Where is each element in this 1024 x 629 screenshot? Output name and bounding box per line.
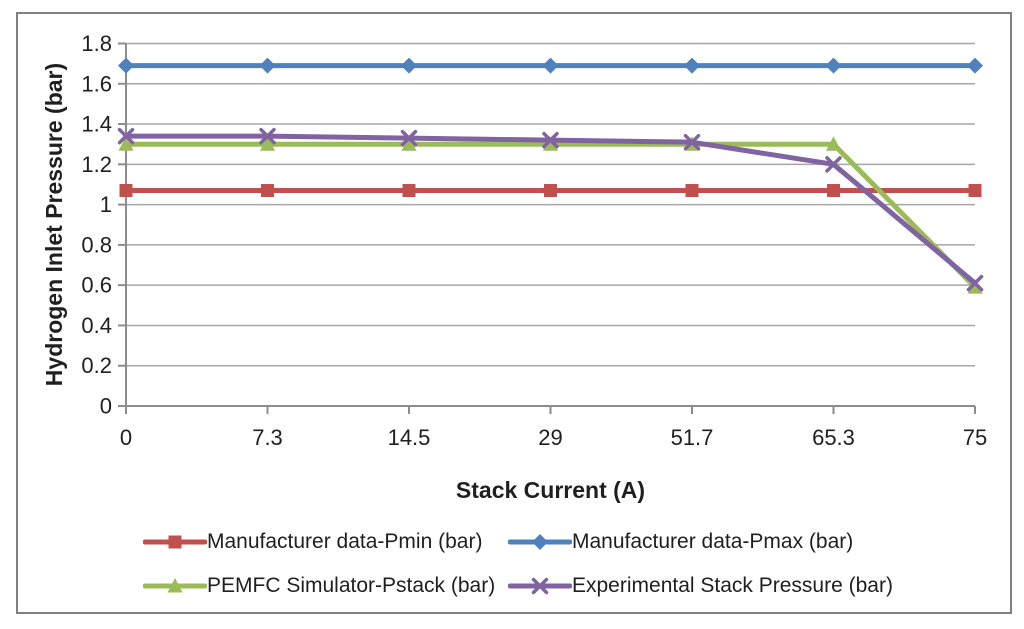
series-marker-diamond <box>684 57 700 74</box>
y-tick-label: 1.2 <box>81 152 112 177</box>
x-tick-label: 29 <box>538 425 562 450</box>
y-tick-label: 0.4 <box>81 313 112 338</box>
series-marker-x <box>400 129 418 147</box>
legend-marker <box>532 534 548 550</box>
chart-legend: Manufacturer data-Pmin (bar) Manufacturer… <box>143 520 943 608</box>
series-marker-x <box>542 131 559 149</box>
series-marker-triangle <box>401 136 417 151</box>
y-tick-label: 1.6 <box>81 71 112 96</box>
series-marker-x <box>259 127 276 145</box>
y-tick-label: 1 <box>100 192 112 217</box>
y-tick-label: 0.2 <box>81 353 112 378</box>
legend-item: Experimental Stack Pressure (bar) <box>508 573 943 599</box>
series-marker-triangle <box>260 136 275 151</box>
legend-label: Manufacturer data-Pmax (bar) <box>572 530 854 553</box>
legend-marker <box>167 578 183 593</box>
series-marker-x <box>966 274 984 292</box>
legend-item: Manufacturer data-Pmax (bar) <box>508 529 943 555</box>
x-tick-label: 75 <box>963 425 987 450</box>
series-marker-x <box>683 133 701 151</box>
series-marker-triangle <box>967 279 983 294</box>
chart-outer-border <box>16 12 1012 614</box>
series-marker-square <box>261 184 274 198</box>
legend-label: PEMFC Simulator-Pstack (bar) <box>207 574 496 597</box>
series-marker-square <box>544 184 557 198</box>
y-tick-label: 1.4 <box>81 112 112 137</box>
series-marker-triangle <box>118 136 134 151</box>
series-line <box>126 141 977 289</box>
series-marker-square <box>685 184 699 198</box>
legend-item: Manufacturer data-Pmin (bar) <box>143 529 508 555</box>
y-tick-label: 0.8 <box>81 232 112 257</box>
legend-marker <box>168 535 182 549</box>
series-marker-x <box>825 156 842 173</box>
y-tick-label: 1.8 <box>81 31 112 56</box>
x-tick-label: 65.3 <box>812 425 855 450</box>
y-axis-title: Hydrogen Inlet Pressure (bar) <box>41 62 67 387</box>
series-marker-x <box>117 127 135 145</box>
series-marker-triangle <box>826 136 841 151</box>
series-marker-square <box>968 184 982 198</box>
series-marker-diamond <box>401 57 417 74</box>
series-marker-triangle <box>543 136 558 151</box>
x-tick-label: 14.5 <box>388 425 431 450</box>
legend-swatch-diamond-icon <box>508 534 572 550</box>
y-tick-label: 0.6 <box>81 273 112 298</box>
series-marker-diamond <box>967 57 983 74</box>
legend-item: PEMFC Simulator-Pstack (bar) <box>143 573 508 599</box>
series-marker-diamond <box>118 57 134 74</box>
legend-label: Manufacturer data-Pmin (bar) <box>207 530 483 553</box>
legend-swatch-x-icon <box>508 577 572 595</box>
x-tick-label: 51.7 <box>671 425 714 450</box>
series-marker-square <box>119 184 133 198</box>
series-marker-square <box>402 184 416 198</box>
series-marker-diamond <box>259 57 276 74</box>
series-marker-diamond <box>825 57 842 74</box>
x-axis-title: Stack Current (A) <box>455 477 646 503</box>
legend-swatch-triangle-icon <box>143 578 207 593</box>
series-marker-square <box>827 184 840 198</box>
legend-marker <box>531 577 549 595</box>
legend-label: Experimental Stack Pressure (bar) <box>572 574 893 597</box>
x-tick-label: 7.3 <box>252 425 283 450</box>
y-tick-label: 0 <box>100 394 112 419</box>
series-marker-diamond <box>542 57 559 74</box>
x-tick-label: 0 <box>120 425 132 450</box>
legend-swatch-square-icon <box>143 535 207 549</box>
